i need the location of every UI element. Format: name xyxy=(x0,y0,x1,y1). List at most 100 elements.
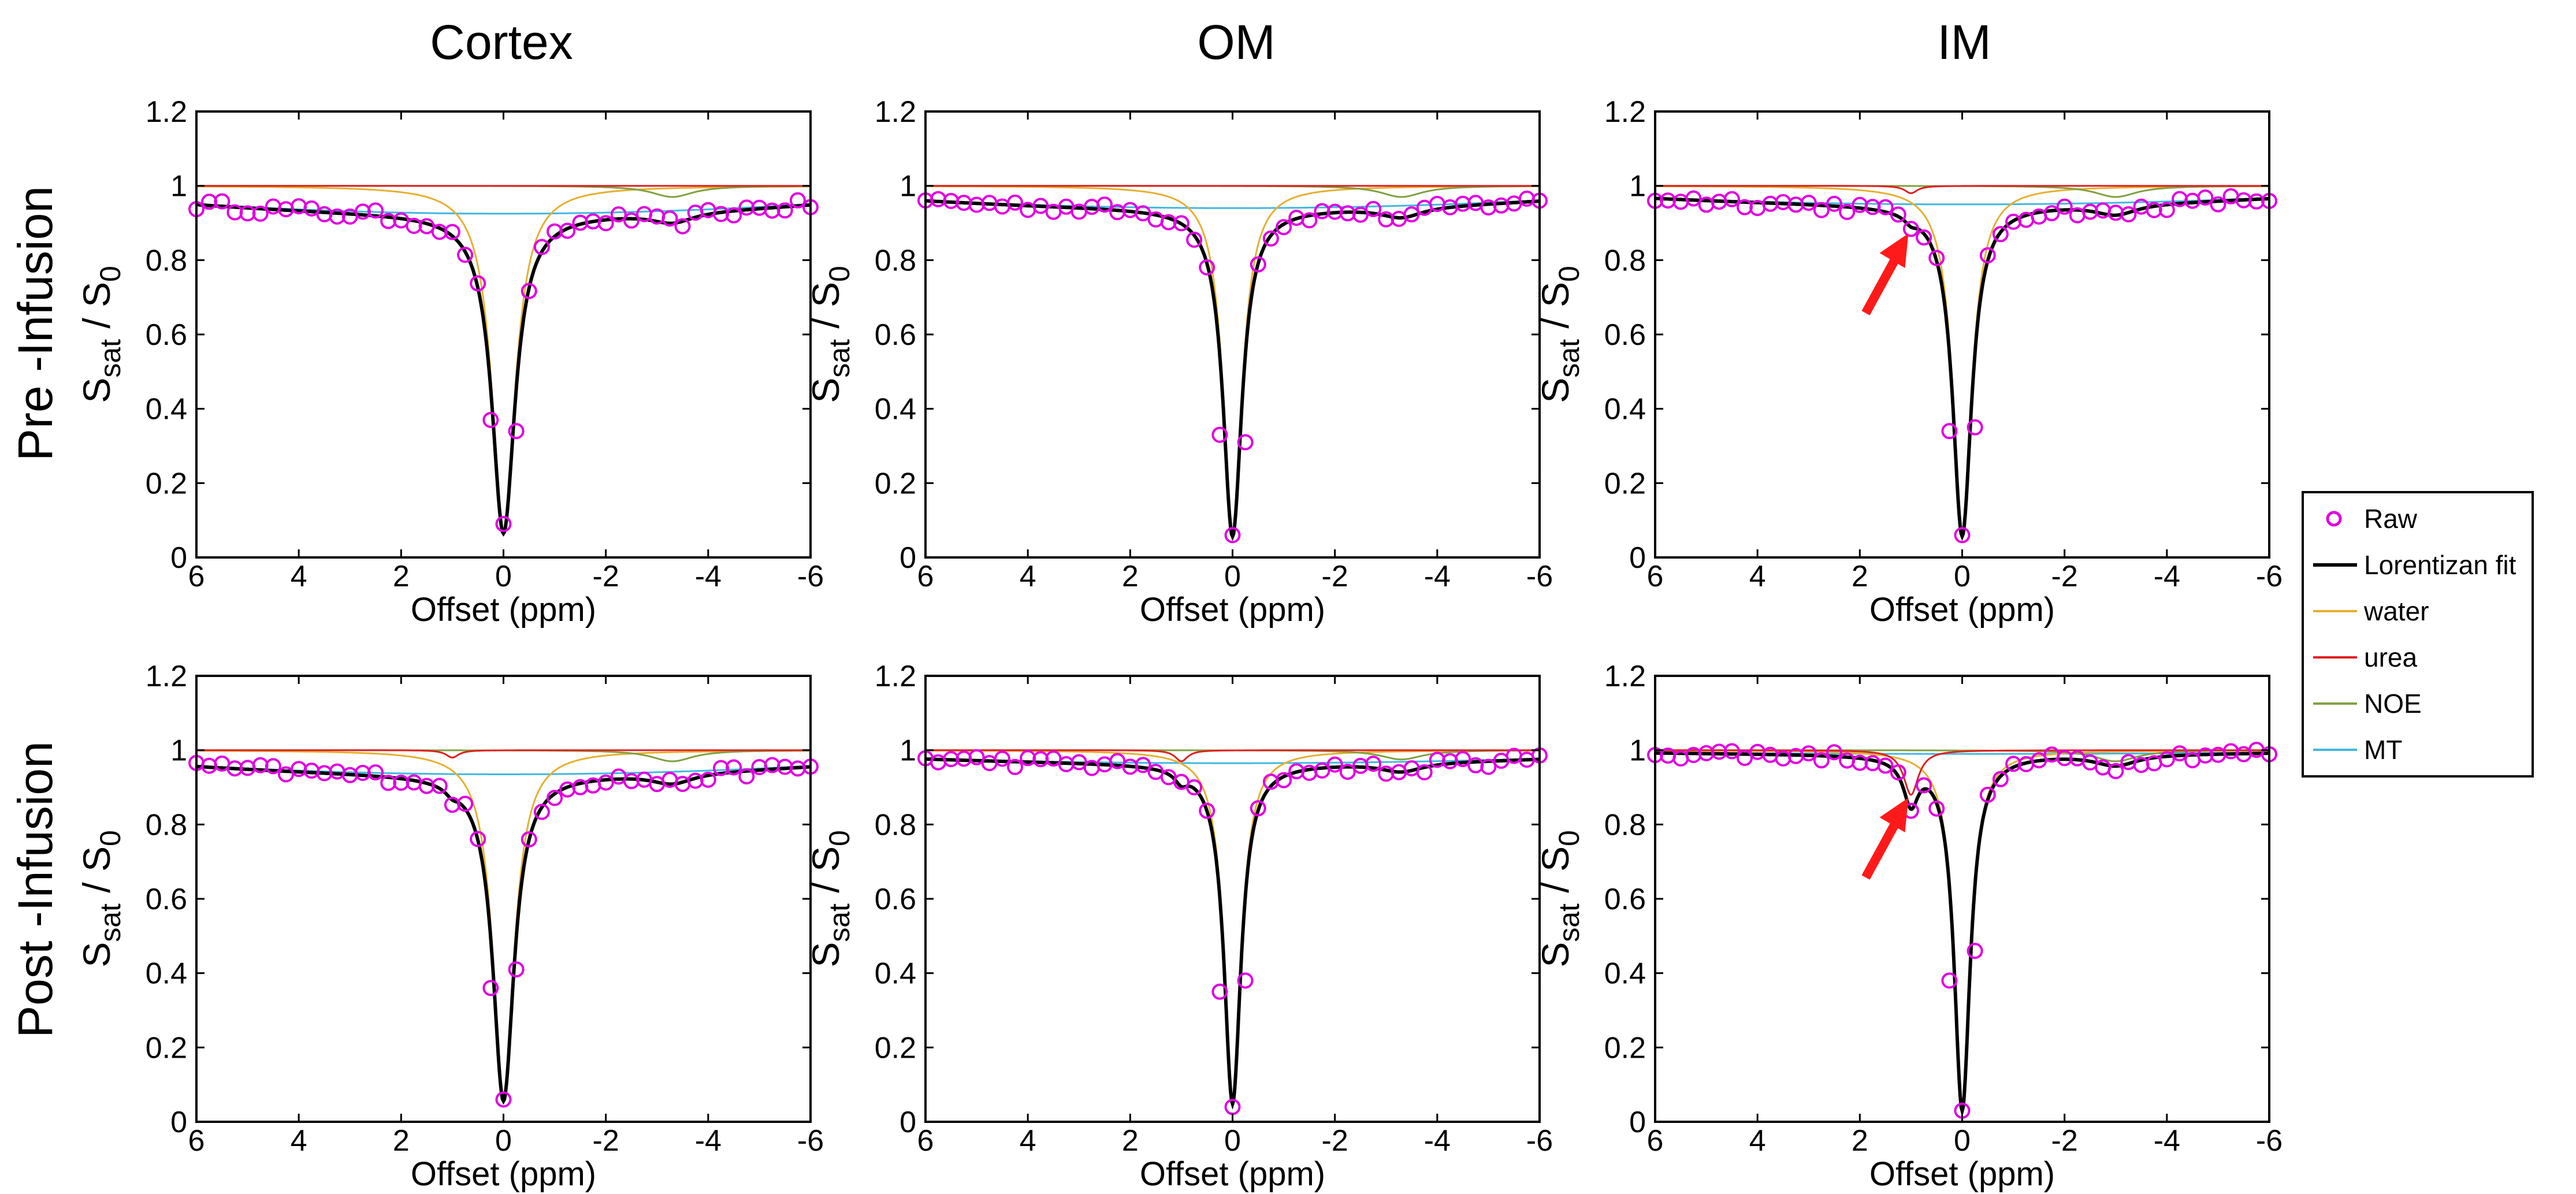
y-axis-label: Ssat / S0 xyxy=(75,830,127,968)
raw-point xyxy=(1928,800,1945,817)
x-tick-label: -2 xyxy=(593,1124,619,1158)
raw-point xyxy=(2107,762,2124,779)
y-tick-label: 1.2 xyxy=(146,95,187,129)
raw-point xyxy=(2120,206,2137,222)
x-tick-label: -4 xyxy=(695,560,722,593)
y-tick-label: 1 xyxy=(170,734,187,768)
y-tick-label: 0.4 xyxy=(875,957,916,991)
y-axis-label: Ssat / S0 xyxy=(1534,266,1585,403)
raw-point xyxy=(1992,771,2009,787)
x-axis-label: Offset (ppm) xyxy=(1140,591,1325,628)
y-tick-label: 0.6 xyxy=(875,318,916,352)
annotation-arrow-head xyxy=(1879,233,1909,268)
raw-point xyxy=(1109,753,1126,769)
urea-curve xyxy=(196,749,811,759)
y-label-slash: / xyxy=(804,872,847,903)
raw-point xyxy=(968,749,985,765)
y-tick-label: 0.2 xyxy=(1604,467,1646,500)
raw-point xyxy=(738,768,755,784)
y-axis-label: Ssat / S0 xyxy=(1534,830,1585,968)
raw-point xyxy=(623,212,640,229)
y-tick-label: 0.4 xyxy=(146,957,187,991)
chart-panel-5: 6 4 2 0 -2 -4 -6 0 0.2 0.4 0.6 0.8 1 1.2 Offset (ppm) S… xyxy=(804,660,1553,1193)
raw-point xyxy=(367,202,384,219)
raw-point xyxy=(1237,434,1254,451)
raw-point xyxy=(2210,196,2226,213)
y-tick-label: 0.2 xyxy=(1604,1031,1646,1065)
x-tick-label: 4 xyxy=(291,1124,307,1158)
y-tick-label: 0.2 xyxy=(875,467,916,500)
x-tick-label: -6 xyxy=(797,560,824,593)
y-label-sub-sat: sat xyxy=(823,339,856,378)
x-tick-label: 4 xyxy=(1020,1124,1036,1158)
x-tick-label: -2 xyxy=(593,560,619,593)
x-tick-label: 2 xyxy=(393,1124,410,1158)
raw-point xyxy=(1967,943,1983,959)
raw-point xyxy=(1186,232,1203,248)
raw-point xyxy=(1045,750,1062,767)
fit-curve xyxy=(1655,196,2270,541)
raw-point xyxy=(751,759,768,775)
y-tick-label: 0.4 xyxy=(146,393,187,426)
raw-point xyxy=(521,282,537,299)
axes-frame xyxy=(195,110,812,559)
y-label-s0: S xyxy=(804,282,847,307)
y-tick-label: 0.4 xyxy=(1604,393,1646,426)
y-label-sub-sat: sat xyxy=(823,903,856,942)
y-tick-label: 0.6 xyxy=(1604,883,1646,916)
x-tick-label: 2 xyxy=(1122,560,1139,593)
raw-point xyxy=(1403,206,1420,223)
raw-point xyxy=(265,198,281,215)
raw-point xyxy=(700,771,716,788)
raw-point xyxy=(1199,259,1215,276)
y-axis-label: Ssat / S0 xyxy=(804,266,856,403)
y-label-s: S xyxy=(804,378,847,403)
y-label-s: S xyxy=(1534,942,1577,968)
raw-point xyxy=(597,774,614,791)
y-label-s0: S xyxy=(75,846,118,872)
raw-point xyxy=(1723,191,1740,207)
chart-panel-4: 6 4 2 0 -2 -4 -6 0 0.2 0.4 0.6 0.8 1 1.2 Offset (ppm) S… xyxy=(75,660,824,1193)
chart-panel-2: 6 4 2 0 -2 -4 -6 0 0.2 0.4 0.6 0.8 1 1.2 Offset (ppm) S… xyxy=(804,95,1553,628)
raw-point xyxy=(1954,527,1971,544)
x-tick-label: 2 xyxy=(1852,560,1868,593)
y-tick-label: 0.8 xyxy=(1604,808,1646,842)
raw-point xyxy=(533,239,550,255)
y-label-s: S xyxy=(75,378,118,403)
raw-point xyxy=(470,831,486,847)
x-tick-label: -6 xyxy=(2256,560,2283,593)
raw-point xyxy=(418,218,435,235)
axes-frame xyxy=(924,675,1541,1123)
raw-point xyxy=(2056,198,2073,215)
raw-point xyxy=(1916,777,1932,794)
raw-point xyxy=(776,202,793,219)
x-tick-label: -6 xyxy=(2256,1124,2283,1158)
raw-point xyxy=(1992,226,2009,243)
y-label-s0: S xyxy=(75,282,118,307)
raw-point xyxy=(1032,198,1049,214)
y-label-s0: S xyxy=(1534,846,1577,872)
y-tick-label: 1 xyxy=(1629,170,1646,203)
y-tick-label: 1.2 xyxy=(1604,660,1646,693)
raw-point xyxy=(1826,744,1842,761)
raw-point xyxy=(1314,762,1330,779)
raw-point xyxy=(597,215,614,232)
y-tick-label: 0.6 xyxy=(146,883,187,916)
y-label-s: S xyxy=(1534,378,1577,403)
water-curve xyxy=(925,185,1540,538)
y-label-sub-sat: sat xyxy=(1553,339,1585,378)
x-tick-label: 4 xyxy=(1749,560,1766,593)
raw-point xyxy=(508,423,525,440)
raw-point xyxy=(214,193,231,210)
raw-point xyxy=(1480,758,1497,775)
row-label-pre-infusion: Pre -Infusion xyxy=(8,186,62,461)
y-label-s0: S xyxy=(804,846,847,872)
water-curve xyxy=(1655,749,2269,1114)
raw-point xyxy=(1301,212,1318,229)
raw-point xyxy=(1199,802,1215,819)
y-tick-label: 1.2 xyxy=(875,660,916,693)
legend-label-raw: Raw xyxy=(2364,504,2418,534)
x-tick-label: 6 xyxy=(917,1124,934,1158)
column-title-om: OM xyxy=(1197,15,1275,69)
raw-point xyxy=(482,980,499,996)
